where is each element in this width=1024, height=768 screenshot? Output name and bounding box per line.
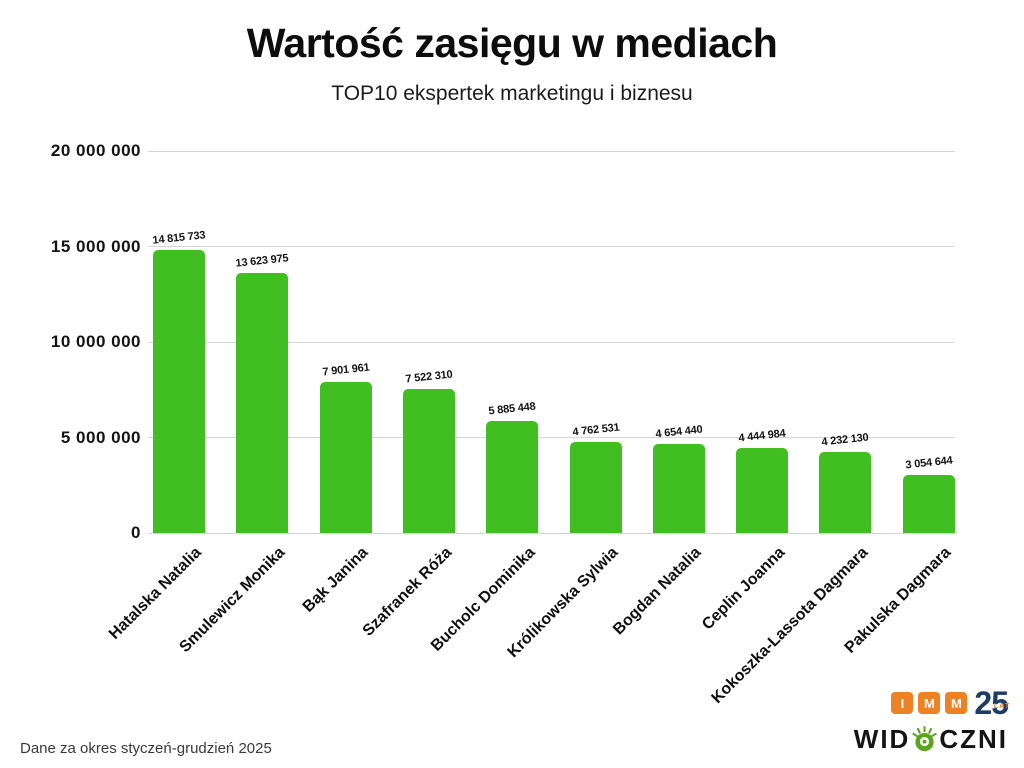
gridline	[148, 532, 955, 534]
widoczni-text-prefix: WID	[853, 724, 911, 754]
eye-icon	[912, 726, 937, 752]
imm-25-years: 25 LAT	[974, 687, 1009, 719]
y-axis-label: 0	[131, 523, 141, 542]
bar	[236, 272, 289, 533]
x-axis-label: Ceplin Joanna	[698, 544, 789, 634]
plot-area	[148, 150, 955, 534]
x-axis-label: Bogdan Natalia	[610, 544, 705, 639]
bar	[569, 442, 622, 533]
bar	[652, 444, 705, 533]
bar	[486, 420, 539, 533]
bar	[319, 382, 372, 533]
bar	[153, 250, 205, 533]
gridline	[148, 341, 955, 343]
footer-note: Dane za okres styczeń-grudzień 2025	[20, 740, 272, 757]
x-axis-label: Bąk Janina	[299, 544, 372, 616]
imm-letter-box: M	[918, 692, 941, 714]
x-axis-label: Kokoszka-Lassota Dagmara	[708, 544, 872, 707]
bar	[902, 474, 955, 533]
imm-letter-box: I	[891, 692, 914, 714]
widoczni-text-suffix: CZNI	[939, 724, 1008, 754]
imm-years-number: 25	[974, 685, 1009, 721]
gridline	[148, 150, 955, 152]
y-axis-label: 10 000 000	[50, 332, 141, 351]
imm-logo: I M M 25 LAT	[886, 687, 1009, 719]
y-axis-label: 5 000 000	[60, 427, 141, 447]
chart-title: Wartość zasięgu w mediach	[246, 20, 778, 66]
x-axis-label: Szafranek Róża	[359, 544, 455, 640]
bar	[819, 452, 872, 533]
gridline	[148, 437, 955, 438]
gridline	[148, 246, 955, 247]
bar	[736, 448, 789, 533]
widoczni-logo: WID CZNI	[854, 724, 1008, 755]
y-axis-label: 20 000 000	[50, 141, 141, 160]
y-axis-label: 15 000 000	[50, 236, 141, 256]
imm-letter-box: M	[945, 692, 968, 714]
bar	[402, 389, 455, 533]
chart-subtitle: TOP10 ekspertek marketingu i biznesu	[331, 82, 693, 105]
imm-years-suffix: LAT	[993, 703, 1010, 710]
